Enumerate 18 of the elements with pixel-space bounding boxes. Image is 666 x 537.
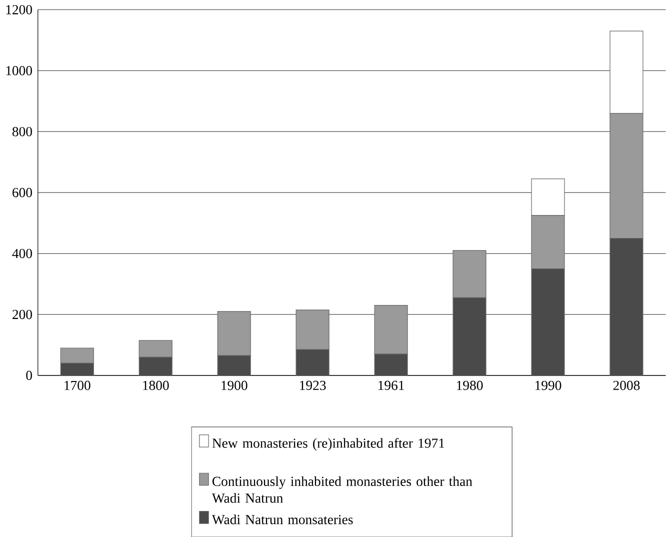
x-tick-label: 1990 [535, 380, 562, 390]
x-tick-label: 2008 [613, 380, 640, 390]
x-tick-label: 1923 [300, 380, 326, 390]
x-tick-label: 1800 [143, 380, 169, 390]
x-tick-label: 1961 [378, 380, 404, 390]
y-tick-label: 800 [12, 126, 32, 136]
legend-label: Continuously inhabited monasteries other than Wadi Natrun [212, 476, 472, 503]
x-tick-label: 1900 [222, 380, 248, 390]
y-tick-label: 400 [12, 248, 32, 258]
legend-label: New monasteries (re)inhabited after 1971 [212, 438, 444, 450]
legend-label: Wadi Natrun monsateries [212, 514, 353, 524]
y-tick-label: 200 [12, 310, 32, 319]
y-tick-label: 1000 [6, 66, 32, 76]
y-tick-label: 600 [12, 188, 32, 198]
y-tick-label: 1200 [6, 4, 32, 14]
y-tick-label: 0 [26, 370, 32, 380]
x-tick-label: 1980 [456, 380, 483, 390]
x-tick-label: 1700 [64, 380, 90, 390]
